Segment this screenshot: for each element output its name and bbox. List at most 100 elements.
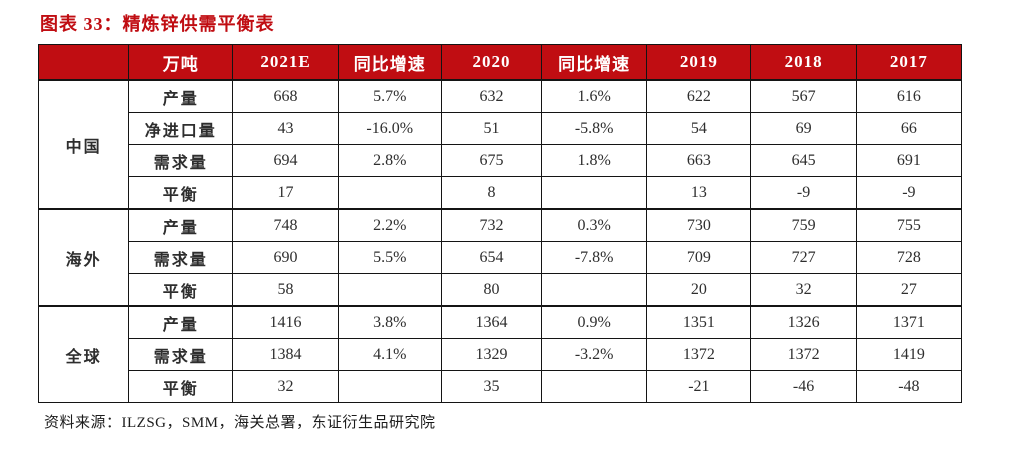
value-cell: -5.8% [541,112,648,145]
header-cell: 2019 [646,44,752,81]
row-label: 产量 [128,79,234,113]
value-cell: 5.7% [337,79,442,113]
table-body: 中国 产量 668 5.7% 632 1.6% 622 567 616 净进口量 43 -16.0% 5… [37,79,963,403]
value-cell: -9 [750,176,857,210]
header-cell: 2018 [750,44,857,81]
value-cell: 58 [232,273,339,307]
value-cell: 654 [440,241,543,274]
value-cell: -21 [646,370,752,403]
value-cell: 748 [232,208,339,242]
value-cell: 1372 [646,338,752,371]
value-cell: 8 [440,176,543,210]
value-cell: 80 [440,273,543,307]
value-cell: 616 [855,79,963,113]
value-cell: -3.2% [541,338,648,371]
value-cell: 32 [232,370,339,403]
row-label: 需求量 [128,241,234,274]
table-header: 万吨 2021E 同比增速 2020 同比增速 2019 2018 2017 [37,44,963,81]
group-label: 海外 [37,208,130,307]
value-cell: 1329 [440,338,543,371]
value-cell [337,370,442,403]
value-cell: 1.6% [541,79,648,113]
value-cell: 663 [646,144,752,177]
row-label: 净进口量 [128,112,234,145]
value-cell: 35 [440,370,543,403]
table-row: 中国 产量 668 5.7% 632 1.6% 622 567 616 [37,79,963,210]
value-cell: 1419 [855,338,963,371]
value-cell: 20 [646,273,752,307]
table-row: 海外 产量 748 2.2% 732 0.3% 730 759 755 [37,208,963,307]
value-cell [541,370,648,403]
value-cell [541,273,648,307]
group-label: 中国 [37,79,130,210]
row-label: 平衡 [128,370,234,403]
value-cell: 1351 [646,305,752,339]
value-cell: 66 [855,112,963,145]
value-cell: 622 [646,79,752,113]
value-cell: 675 [440,144,543,177]
header-cell: 同比增速 [337,44,442,81]
header-cell: 万吨 [128,44,234,81]
header-cell: 2021E [232,44,339,81]
row-label: 产量 [128,305,234,339]
value-cell: 51 [440,112,543,145]
row-label: 需求量 [128,144,234,177]
value-cell: -9 [855,176,963,210]
value-cell: 1416 [232,305,339,339]
value-cell: 17 [232,176,339,210]
value-cell [541,176,648,210]
value-cell: 2.8% [337,144,442,177]
value-cell: -7.8% [541,241,648,274]
value-cell: 755 [855,208,963,242]
value-cell: 1372 [750,338,857,371]
header-row: 万吨 2021E 同比增速 2020 同比增速 2019 2018 2017 [37,44,963,81]
row-label: 平衡 [128,176,234,210]
value-cell: 1384 [232,338,339,371]
group-label: 全球 [37,305,130,403]
header-cell: 同比增速 [541,44,648,81]
value-cell: 5.5% [337,241,442,274]
value-cell: 2.2% [337,208,442,242]
value-cell: 4.1% [337,338,442,371]
value-cell: 32 [750,273,857,307]
table-row: 全球 产量 1416 3.8% 1364 0.9% 1351 1326 1371 [37,305,963,403]
value-cell: 759 [750,208,857,242]
value-cell: -48 [855,370,963,403]
value-cell: 0.9% [541,305,648,339]
value-cell: 668 [232,79,339,113]
value-cell: 43 [232,112,339,145]
value-cell: 567 [750,79,857,113]
value-cell: 632 [440,79,543,113]
table-row: 需求量 1384 4.1% 1329 -3.2% 1372 1372 1419 [39,338,963,371]
value-cell: -16.0% [337,112,442,145]
header-cell: 2020 [440,44,543,81]
value-cell: 1326 [750,305,857,339]
header-cell-corner [37,44,130,81]
balance-table: 万吨 2021E 同比增速 2020 同比增速 2019 2018 2017 中国 产量 668 5… [37,44,963,403]
value-cell: 728 [855,241,963,274]
value-cell: 27 [855,273,963,307]
value-cell: 69 [750,112,857,145]
value-cell: -46 [750,370,857,403]
value-cell: 1.8% [541,144,648,177]
figure-title: 图表 33：精炼锌供需平衡表 [40,14,275,34]
header-cell: 2017 [855,44,963,81]
table-row: 平衡 58 80 20 32 27 [39,273,963,307]
table-row: 需求量 694 2.8% 675 1.8% 663 645 691 [39,144,963,177]
value-cell: 1364 [440,305,543,339]
row-label: 需求量 [128,338,234,371]
value-cell: 13 [646,176,752,210]
table-row: 需求量 690 5.5% 654 -7.8% 709 727 728 [39,241,963,274]
value-cell [337,273,442,307]
table-row: 净进口量 43 -16.0% 51 -5.8% 54 69 66 [39,112,963,145]
value-cell: 730 [646,208,752,242]
value-cell: 727 [750,241,857,274]
row-label: 产量 [128,208,234,242]
row-label: 平衡 [128,273,234,307]
source-note: 资料来源：ILZSG，SMM，海关总署，东证衍生品研究院 [44,415,436,431]
table-row: 平衡 17 8 13 -9 -9 [39,176,963,210]
value-cell: 691 [855,144,963,177]
value-cell: 732 [440,208,543,242]
table-row: 平衡 32 35 -21 -46 -48 [39,370,963,403]
